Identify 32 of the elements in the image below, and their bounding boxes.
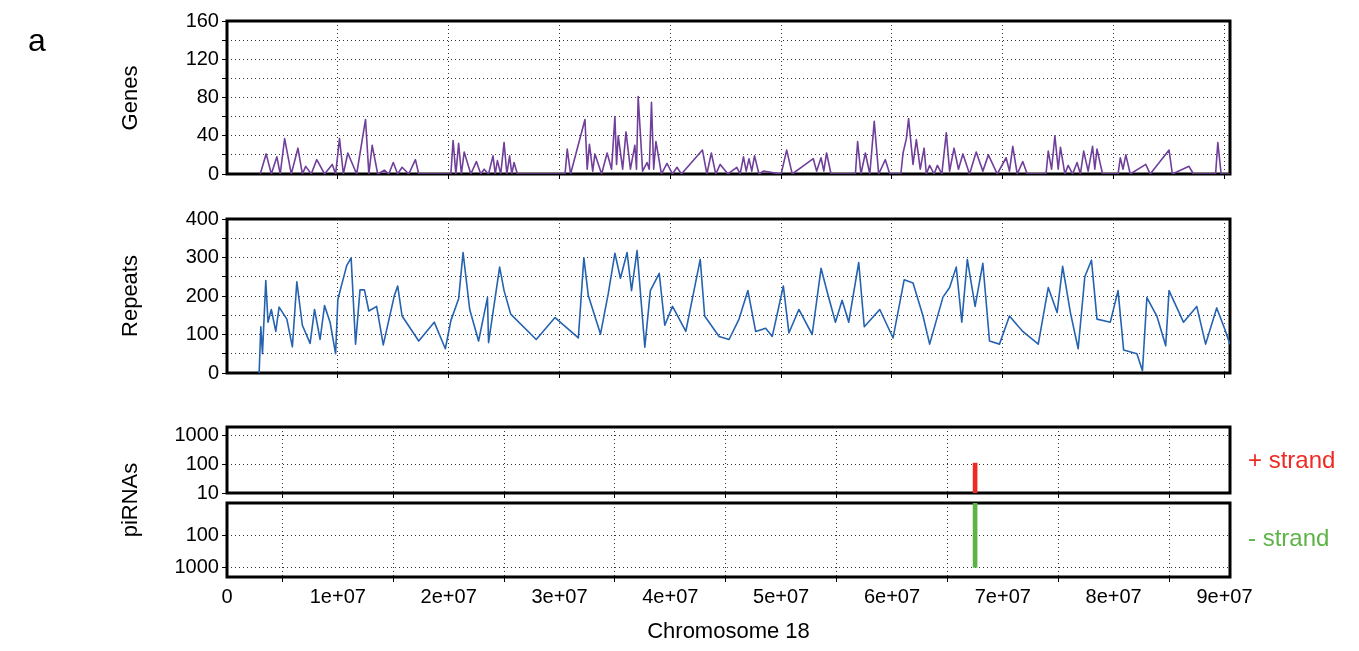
y-tick-label: 40 [196,123,219,146]
y-tick-label: 300 [185,245,219,268]
x-axis-title: Chromosome 18 [647,617,810,643]
x-tick-label: 4e+07 [642,584,699,607]
y-tick-label: 10 [196,480,219,503]
y-tick-label: 160 [185,8,219,31]
x-tick-label: 7e+07 [974,584,1031,607]
y-tick-label: 1000 [174,554,219,577]
x-tick-label: 3e+07 [531,584,588,607]
x-tick-label: 9e+07 [1196,584,1253,607]
y-axis-title: Genes [117,65,143,130]
y-tick-label: 100 [185,322,219,345]
x-tick-label: 5e+07 [753,584,810,607]
x-tick-label: 1e+07 [309,584,366,607]
x-tick-label: 8e+07 [1085,584,1142,607]
x-tick-label: 2e+07 [420,584,477,607]
y-axis-title: Repeats [117,255,143,337]
y-tick-label: 120 [185,46,219,69]
y-tick-label: 100 [185,451,219,474]
x-tick-label: 6e+07 [863,584,921,607]
text: - strand [1248,523,1330,552]
y-tick-label: 0 [207,161,219,184]
y-tick-label: 400 [185,206,219,229]
y-tick-label: 1000 [174,423,219,446]
y-tick-label: 80 [196,85,219,108]
y-axis-title: piRNAs [117,462,143,537]
text: a [28,22,46,59]
y-tick-label: 100 [185,522,219,545]
y-tick-label: 0 [207,360,219,383]
text: + strand [1248,446,1336,474]
x-tick-label: 0 [221,584,233,607]
y-tick-label: 200 [185,283,219,306]
